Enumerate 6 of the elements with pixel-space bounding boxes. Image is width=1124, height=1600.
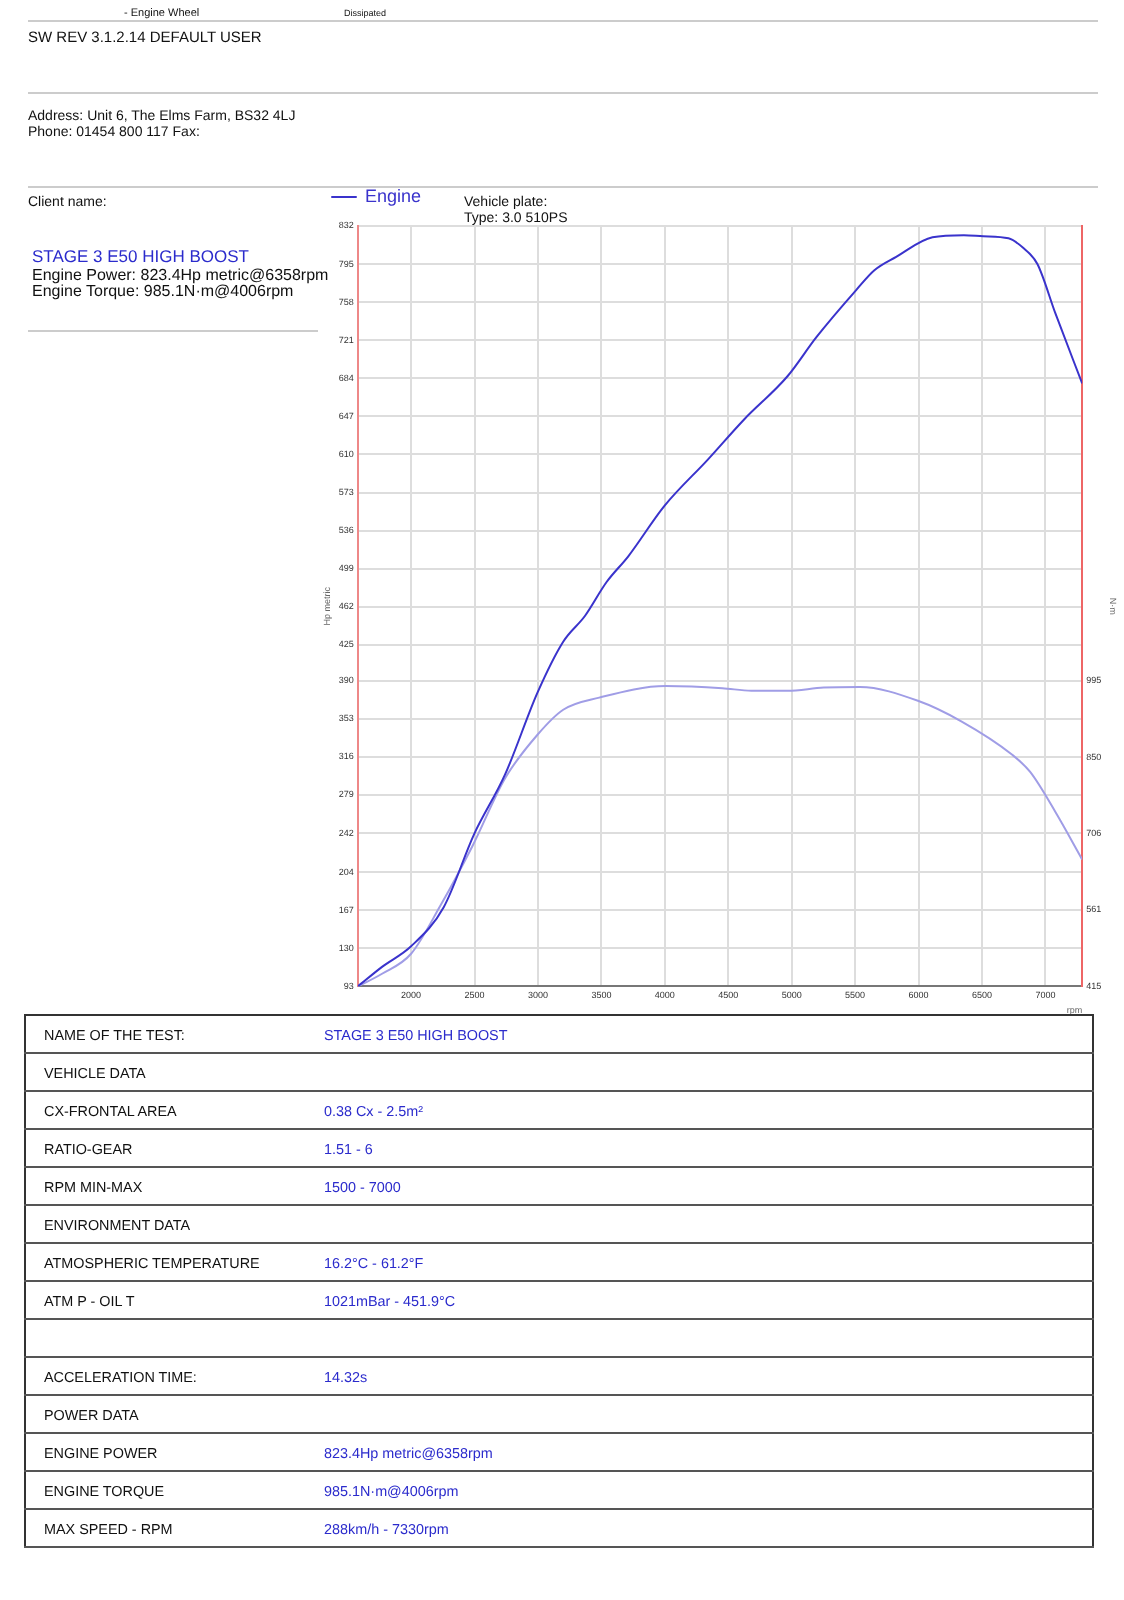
text: Engine Torque: 985.1N·m@4006rpm [32, 282, 294, 300]
legend-label: Engine [365, 185, 422, 206]
line-series [357, 685, 1083, 987]
text: STAGE 3 E50 HIGH BOOST [32, 246, 249, 266]
text: Engine Power: 823.4Hp metric@6358rpm [32, 266, 329, 284]
line-series [357, 234, 1083, 987]
